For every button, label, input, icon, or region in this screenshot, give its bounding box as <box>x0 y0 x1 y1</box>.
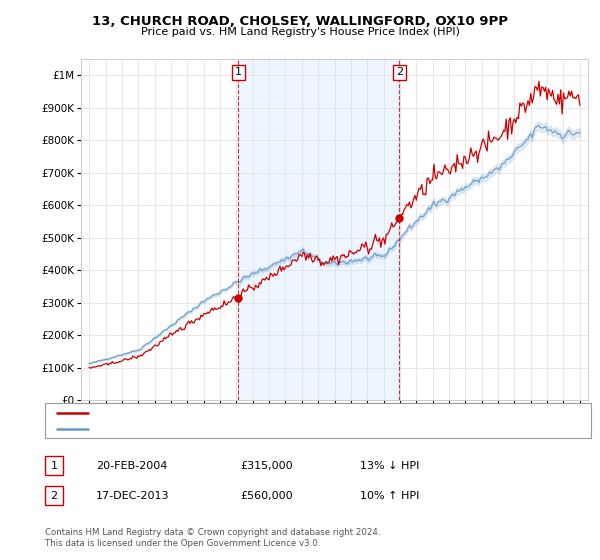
Text: Contains HM Land Registry data © Crown copyright and database right 2024.: Contains HM Land Registry data © Crown c… <box>45 528 380 536</box>
Text: 10% ↑ HPI: 10% ↑ HPI <box>360 491 419 501</box>
Text: 2: 2 <box>50 491 58 501</box>
Text: 17-DEC-2013: 17-DEC-2013 <box>96 491 170 501</box>
Text: 2: 2 <box>396 67 403 77</box>
Text: Price paid vs. HM Land Registry's House Price Index (HPI): Price paid vs. HM Land Registry's House … <box>140 27 460 37</box>
Text: 13, CHURCH ROAD, CHOLSEY, WALLINGFORD, OX10 9PP: 13, CHURCH ROAD, CHOLSEY, WALLINGFORD, O… <box>92 15 508 27</box>
Text: 1: 1 <box>50 461 58 471</box>
Text: 1: 1 <box>235 67 242 77</box>
Text: 13, CHURCH ROAD, CHOLSEY, WALLINGFORD, OX10 9PP (detached house): 13, CHURCH ROAD, CHOLSEY, WALLINGFORD, O… <box>96 408 461 418</box>
Text: 13% ↓ HPI: 13% ↓ HPI <box>360 461 419 471</box>
Text: This data is licensed under the Open Government Licence v3.0.: This data is licensed under the Open Gov… <box>45 539 320 548</box>
Text: HPI: Average price, detached house, South Oxfordshire: HPI: Average price, detached house, Sout… <box>96 423 365 433</box>
Text: £315,000: £315,000 <box>240 461 293 471</box>
Bar <box>238 59 399 400</box>
Text: 20-FEB-2004: 20-FEB-2004 <box>96 461 167 471</box>
Text: £560,000: £560,000 <box>240 491 293 501</box>
